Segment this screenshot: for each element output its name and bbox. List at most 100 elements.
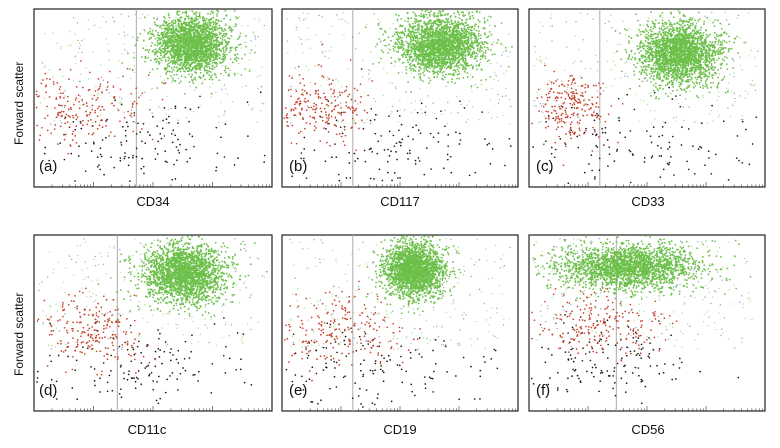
event-dot (113, 21, 116, 24)
event-dot (183, 58, 186, 61)
event-dot (79, 104, 81, 106)
event-dot (236, 38, 239, 41)
event-dot (45, 84, 48, 87)
event-dot (110, 156, 112, 159)
event-dot (171, 77, 174, 80)
event-dot (291, 175, 294, 178)
event-dot (188, 59, 190, 62)
event-dot (171, 81, 173, 83)
event-dot (408, 42, 410, 45)
event-dot (420, 13, 423, 15)
event-dot (308, 38, 310, 40)
event-dot (408, 55, 411, 58)
event-dot (162, 119, 164, 122)
event-dot (69, 106, 72, 109)
event-dot (169, 61, 172, 63)
event-dot (105, 120, 107, 122)
event-dot (200, 60, 203, 63)
event-dot (168, 70, 171, 73)
event-dot (77, 39, 80, 42)
event-dot (501, 95, 504, 98)
event-dot (60, 122, 63, 124)
event-dot (126, 34, 129, 36)
event-dot (169, 24, 172, 27)
event-dot (481, 111, 484, 113)
event-dot (497, 102, 500, 104)
event-dot (220, 32, 222, 35)
event-dot (326, 141, 328, 144)
population-red (283, 43, 374, 152)
event-dot (487, 48, 490, 51)
event-dot (309, 81, 312, 83)
event-dot (206, 30, 208, 33)
event-dot (491, 87, 494, 90)
event-dot (201, 45, 204, 48)
event-dot (332, 92, 334, 95)
event-dot (188, 67, 191, 70)
event-dot (453, 12, 456, 15)
event-dot (159, 57, 162, 60)
event-dot (156, 44, 159, 47)
event-dot (409, 38, 412, 41)
event-dot (186, 51, 189, 53)
event-dot (209, 71, 212, 73)
event-dot (196, 67, 198, 70)
event-dot (432, 54, 434, 57)
event-dot (216, 45, 219, 48)
event-dot (339, 126, 342, 129)
event-dot (410, 56, 413, 59)
event-dot (190, 54, 193, 57)
event-dot (421, 28, 423, 30)
event-dot (197, 62, 199, 65)
event-dot (96, 107, 99, 110)
event-dot (380, 135, 382, 137)
event-dot (94, 111, 96, 114)
event-dot (171, 55, 174, 57)
event-dot (35, 93, 38, 96)
event-dot (364, 160, 367, 163)
event-dot (397, 177, 399, 179)
event-dot (36, 124, 39, 127)
event-dot (327, 119, 330, 121)
event-dot (343, 34, 345, 36)
event-dot (55, 97, 58, 99)
event-dot (337, 104, 340, 106)
event-dot (185, 14, 188, 17)
event-dot (182, 37, 185, 40)
event-dot (198, 13, 201, 16)
event-dot (428, 37, 431, 40)
event-dot (108, 70, 111, 73)
event-dot (177, 77, 180, 80)
event-dot (317, 93, 320, 96)
event-dot (107, 50, 110, 52)
event-dot (441, 19, 444, 22)
event-dot (166, 51, 169, 54)
event-dot (76, 22, 79, 24)
event-dot (417, 44, 420, 47)
event-dot (502, 44, 504, 46)
event-dot (212, 59, 215, 62)
event-dot (234, 53, 237, 56)
event-dot (395, 28, 398, 31)
event-dot (313, 149, 316, 152)
event-dot (355, 113, 358, 116)
event-dot (39, 134, 42, 137)
event-dot (491, 53, 494, 56)
event-dot (75, 141, 78, 144)
event-dot (132, 154, 134, 157)
event-dot (417, 27, 420, 30)
event-dot (199, 50, 202, 53)
event-dot (412, 11, 415, 14)
event-dot (171, 44, 173, 47)
event-dot (447, 21, 450, 24)
event-dot (435, 33, 438, 36)
event-dot (151, 88, 154, 90)
event-dot (57, 143, 59, 145)
event-dot (78, 42, 81, 45)
event-dot (352, 112, 354, 114)
event-dot (442, 51, 445, 54)
event-dot (433, 56, 436, 59)
event-dot (405, 72, 408, 75)
event-dot (56, 82, 59, 84)
event-dot (426, 37, 428, 40)
